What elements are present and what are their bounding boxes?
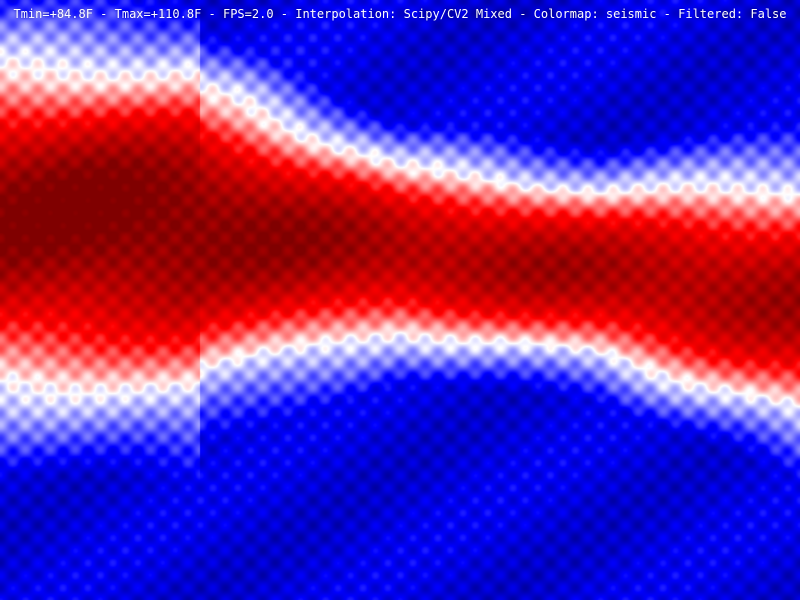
status-overlay-text: Tmin=+84.8F - Tmax=+110.8F - FPS=2.0 - I… <box>13 7 787 21</box>
